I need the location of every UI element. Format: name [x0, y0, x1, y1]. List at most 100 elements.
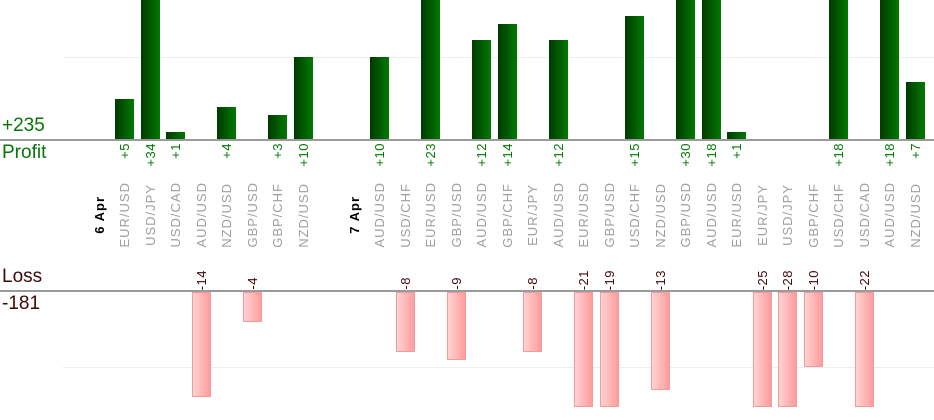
loss-bar[interactable] — [778, 292, 797, 407]
profit-bar[interactable] — [472, 40, 491, 140]
profit-bar[interactable] — [880, 0, 899, 140]
profit-value-label: +23 — [418, 143, 444, 167]
profit-bar[interactable] — [140, 0, 160, 140]
loss-value-label: -19 — [596, 270, 622, 290]
date-group-label: 6 Apr — [86, 178, 112, 252]
profit-bar[interactable] — [727, 131, 746, 140]
pair-label-text: USD/JPY — [142, 184, 158, 246]
loss-value-label: -21 — [571, 270, 597, 290]
profit-pane — [0, 0, 934, 140]
loss-value-label: -10 — [800, 270, 826, 290]
pair-label: AUD/USD — [188, 178, 214, 252]
loss-bar[interactable] — [191, 292, 211, 397]
pair-label-text: NZD/USD — [219, 182, 234, 248]
pair-label-text: GBP/CHF — [499, 182, 515, 248]
pair-label: AUD/USD — [367, 178, 393, 252]
loss-bar[interactable] — [752, 292, 772, 407]
pair-label-text: USD/CHF — [831, 182, 846, 248]
date-group-label: 7 Apr — [341, 178, 367, 252]
profit-bar[interactable] — [701, 0, 721, 140]
profit-value-text: +18 — [831, 143, 846, 167]
pair-label-text: AUD/USD — [474, 182, 489, 248]
loss-value-label: -9 — [443, 277, 469, 290]
pair-label: AUD/USD — [877, 178, 903, 252]
profit-bar[interactable] — [217, 106, 236, 140]
profit-total-label: +235 — [2, 115, 45, 136]
loss-axis-line — [0, 290, 934, 292]
profit-bar[interactable] — [548, 40, 568, 140]
profit-bar[interactable] — [829, 0, 848, 140]
pair-label: USD/CHF — [622, 178, 648, 252]
profit-value-label: +3 — [265, 143, 291, 159]
loss-gridline-10 — [63, 367, 934, 368]
profit-bar[interactable] — [497, 23, 517, 140]
pair-label: NZD/USD — [290, 178, 316, 252]
profit-bar[interactable] — [905, 81, 925, 140]
pair-label-text: EUR/USD — [729, 182, 744, 248]
profit-bar[interactable] — [166, 131, 185, 140]
pair-label-text: EUR/USD — [117, 182, 132, 248]
loss-bar[interactable] — [523, 292, 542, 352]
loss-value-text: -9 — [448, 277, 464, 290]
pair-label-text: USD/CAD — [168, 182, 183, 248]
pair-label: NZD/USD — [214, 178, 240, 252]
profit-bar[interactable] — [293, 57, 313, 140]
pair-label-text: AUD/USD — [372, 182, 387, 248]
date-label-text: 6 Apr — [91, 196, 107, 234]
profit-bar[interactable] — [676, 0, 695, 140]
pair-label-text: GBP/CHF — [805, 182, 821, 248]
pair-label-text: GBP/CHF — [270, 182, 285, 248]
pair-label-text: GBP/USD — [678, 182, 693, 248]
profit-value-text: +4 — [219, 143, 234, 159]
pair-label-text: AUD/USD — [193, 182, 209, 248]
loss-value-text: -28 — [780, 269, 795, 290]
loss-bar[interactable] — [446, 292, 466, 360]
profit-bar[interactable] — [268, 115, 287, 140]
loss-bar[interactable] — [803, 292, 823, 367]
pair-label-text: AUD/USD — [882, 182, 897, 248]
loss-bar[interactable] — [650, 292, 670, 390]
pair-label: AUD/USD — [469, 178, 495, 252]
profit-value-label: +30 — [673, 143, 699, 167]
loss-bar[interactable] — [395, 292, 415, 352]
loss-value-text: -13 — [652, 269, 668, 290]
pair-label-text: NZD/USD — [295, 182, 311, 248]
profit-value-text: +1 — [168, 143, 183, 159]
profit-value-label: +1 — [724, 143, 750, 159]
loss-value-text: -4 — [244, 277, 260, 290]
profit-bar[interactable] — [370, 57, 389, 140]
loss-bar[interactable] — [599, 292, 619, 407]
pair-label: EUR/USD — [112, 178, 138, 252]
pair-label-text: EUR/JPY — [525, 184, 540, 246]
pair-label: USD/CHF — [826, 178, 852, 252]
pair-label: USD/JPY — [137, 178, 163, 252]
profit-value-text: +18 — [882, 143, 897, 167]
pair-label: GBP/USD — [239, 178, 265, 252]
pair-label-text: AUD/USD — [703, 182, 719, 248]
pair-label-text: GBP/USD — [244, 182, 260, 248]
pair-label: EUR/USD — [724, 178, 750, 252]
profit-value-label: +34 — [137, 143, 163, 167]
pair-label: USD/JPY — [775, 178, 801, 252]
loss-value-label: -4 — [239, 277, 265, 290]
loss-bar[interactable] — [854, 292, 874, 407]
profit-value-text: +1 — [729, 143, 744, 159]
profit-value-label: +5 — [112, 143, 138, 159]
profit-bar[interactable] — [115, 98, 134, 140]
profit-bar[interactable] — [625, 15, 644, 140]
profit-value-label: +15 — [622, 143, 648, 167]
pair-label-text: USD/JPY — [780, 184, 795, 246]
profit-bar[interactable] — [421, 0, 440, 140]
profit-value-text: +5 — [117, 143, 132, 159]
loss-bar[interactable] — [574, 292, 593, 407]
profit-value-text: +14 — [499, 143, 515, 167]
loss-bar[interactable] — [242, 292, 262, 322]
profit-value-label: +1 — [163, 143, 189, 159]
profit-value-label: +18 — [698, 143, 724, 167]
pair-label: AUD/USD — [545, 178, 571, 252]
loss-value-text: -21 — [576, 269, 591, 290]
pair-label: GBP/CHF — [800, 178, 826, 252]
pair-label-text: NZD/USD — [907, 182, 923, 248]
profit-value-text: +34 — [142, 143, 158, 167]
pair-label: USD/CAD — [163, 178, 189, 252]
